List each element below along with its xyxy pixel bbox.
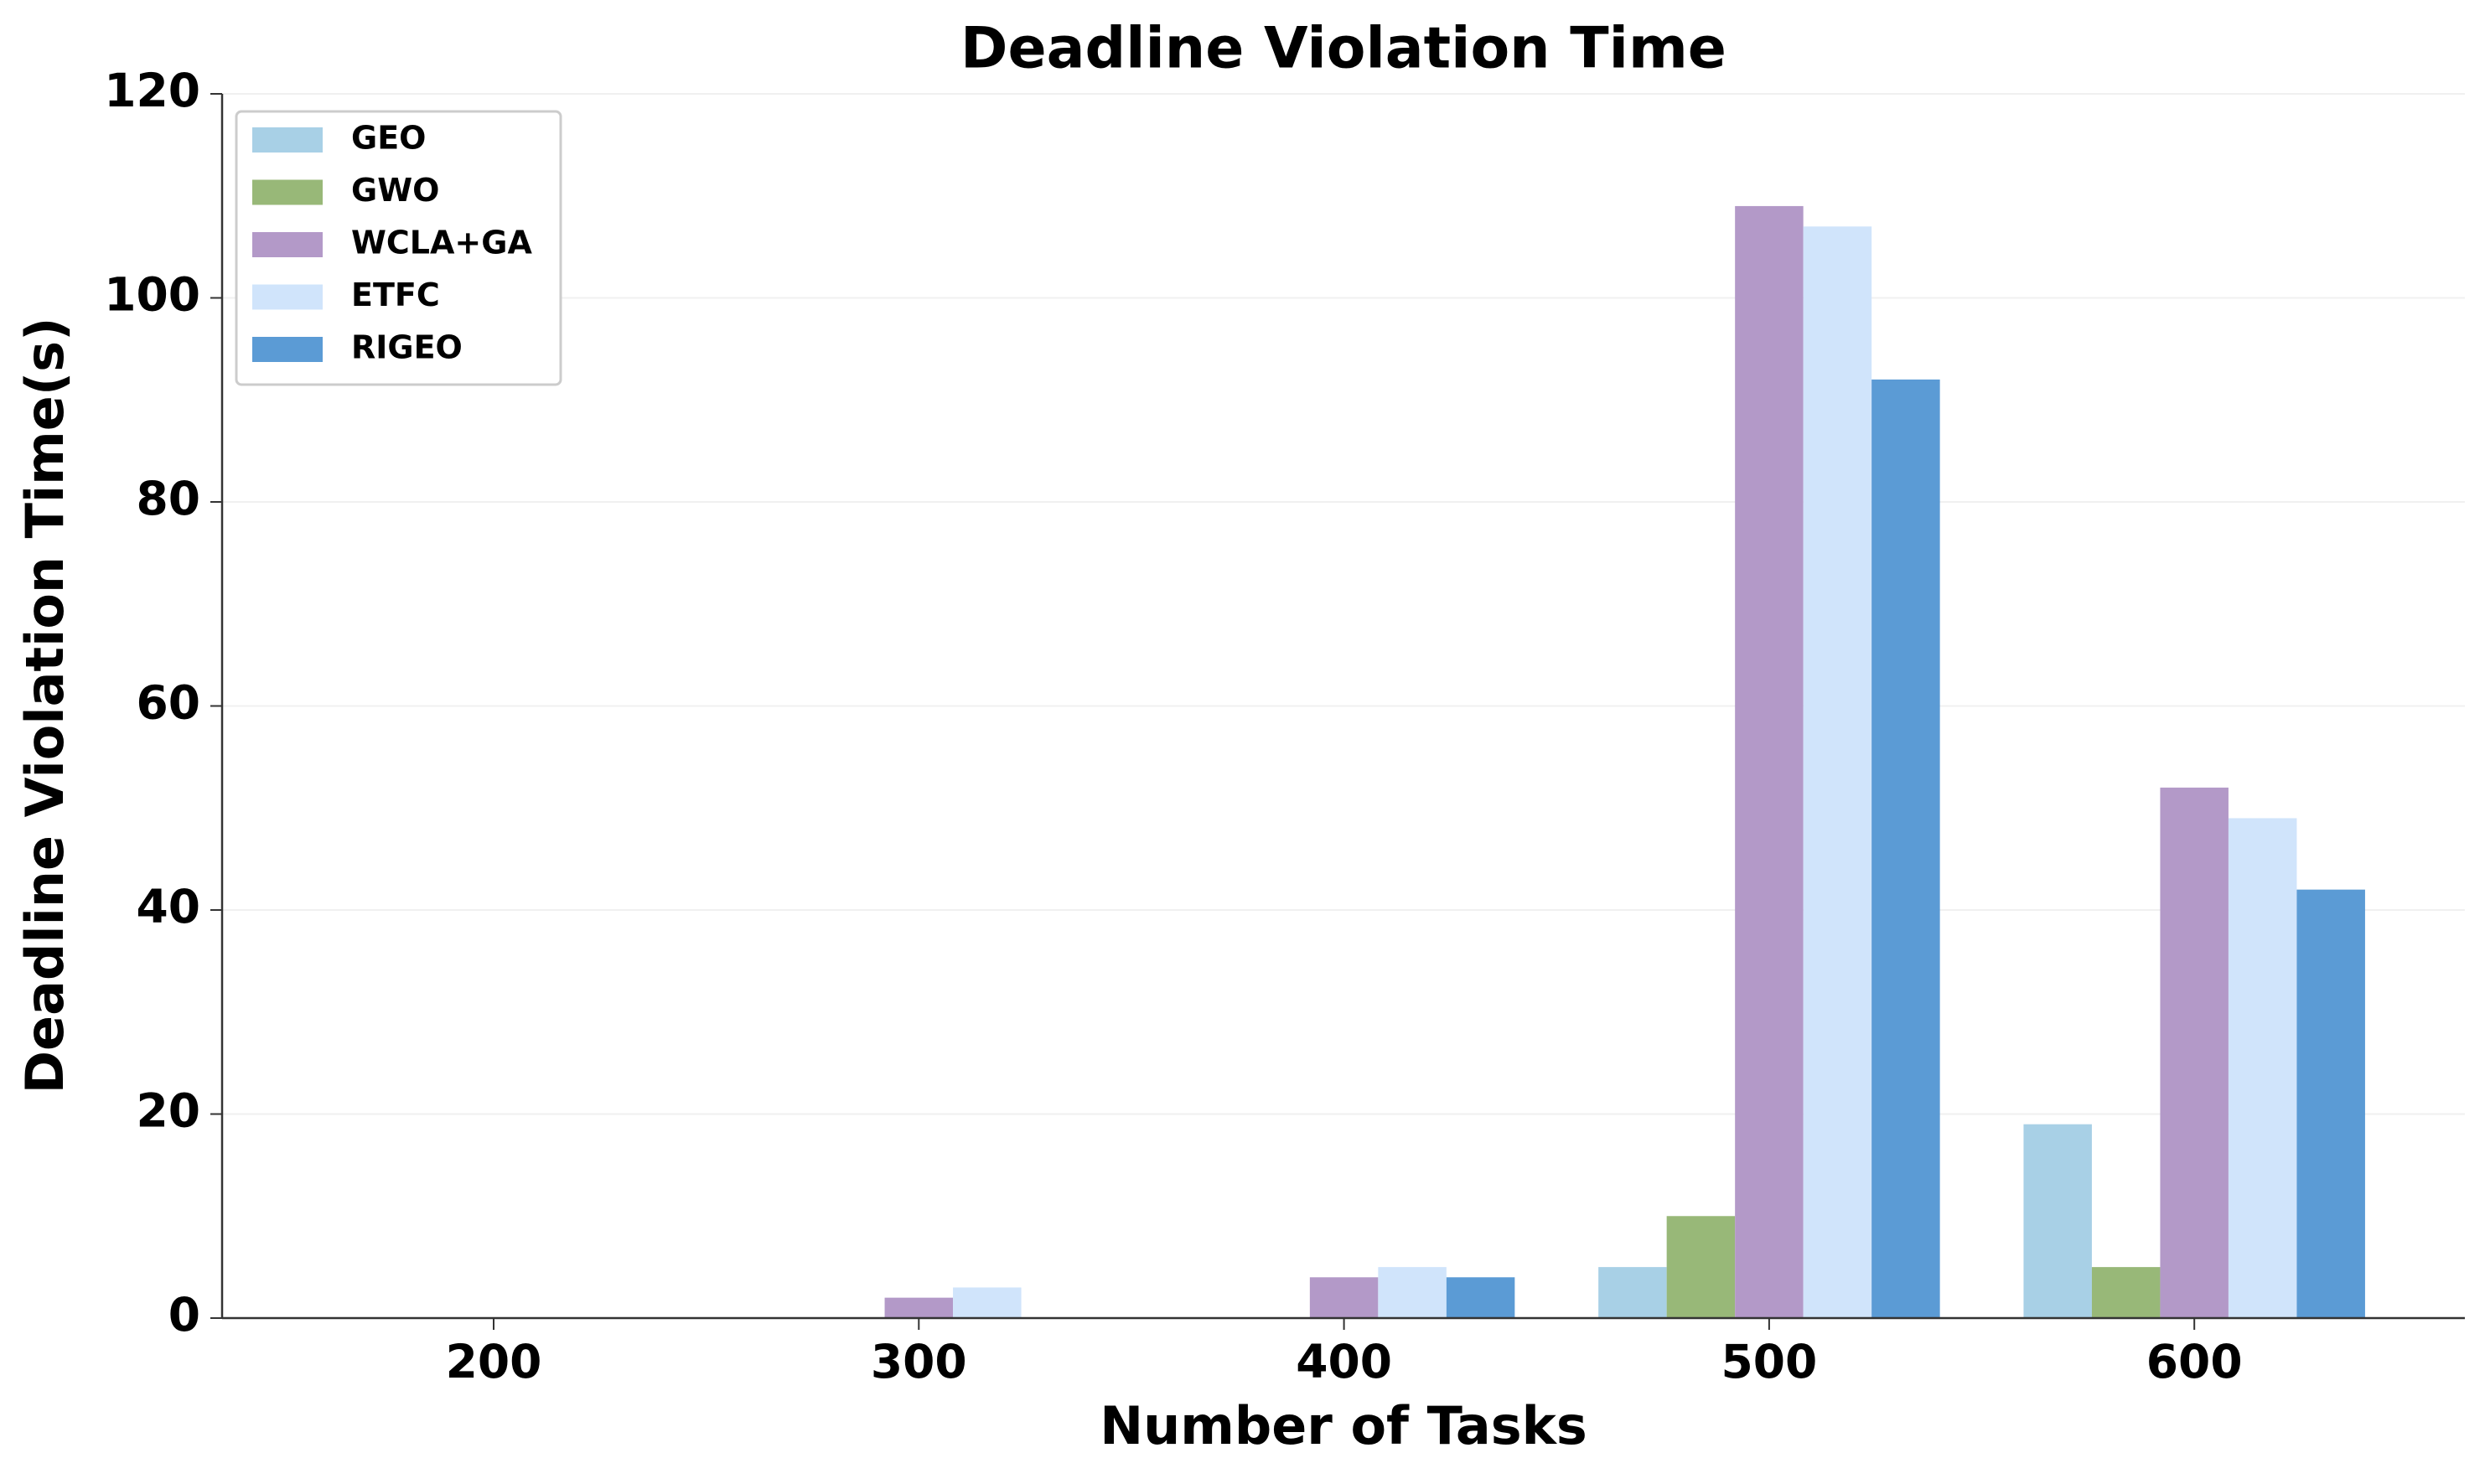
bar — [953, 1287, 1022, 1318]
bar — [1378, 1267, 1447, 1318]
bar — [2228, 818, 2297, 1318]
bar — [2296, 889, 2365, 1318]
x-tick-label: 600 — [2146, 1335, 2243, 1388]
x-tick-label: 500 — [1721, 1335, 1817, 1388]
bar — [884, 1297, 954, 1318]
y-tick-label: 100 — [104, 268, 200, 322]
legend-label: ETFC — [351, 277, 440, 313]
legend-label: GWO — [351, 172, 439, 209]
legend-swatch — [252, 337, 323, 362]
bar — [1735, 205, 1804, 1318]
chart-title: Deadline Violation Time — [960, 16, 1726, 82]
bar — [2160, 787, 2229, 1318]
y-tick-label: 60 — [136, 676, 200, 730]
y-tick-label: 80 — [136, 472, 200, 525]
x-axis-label: Number of Tasks — [1100, 1395, 1587, 1456]
legend-label: RIGEO — [351, 329, 463, 366]
y-tick-label: 20 — [136, 1084, 200, 1138]
bar — [1598, 1267, 1667, 1318]
y-tick-label: 0 — [168, 1288, 200, 1342]
x-tick-label: 200 — [446, 1335, 542, 1388]
legend-label: WCLA+GA — [351, 225, 532, 261]
legend-label: GEO — [351, 120, 426, 157]
legend-swatch — [252, 127, 323, 153]
bar — [2091, 1267, 2161, 1318]
y-tick-label: 120 — [104, 64, 200, 117]
y-tick-label: 40 — [136, 880, 200, 933]
bar — [1446, 1277, 1515, 1318]
legend-swatch — [252, 284, 323, 310]
bar — [1803, 226, 1872, 1318]
legend-swatch — [252, 179, 323, 205]
legend-swatch — [252, 232, 323, 257]
y-axis-label: Deadline Violation Time(s) — [14, 318, 75, 1094]
bar — [1309, 1277, 1379, 1318]
bar — [1666, 1216, 1736, 1318]
x-tick-label: 400 — [1296, 1335, 1392, 1388]
x-tick-label: 300 — [871, 1335, 967, 1388]
bar — [2023, 1124, 2092, 1318]
bar — [1871, 379, 1940, 1318]
